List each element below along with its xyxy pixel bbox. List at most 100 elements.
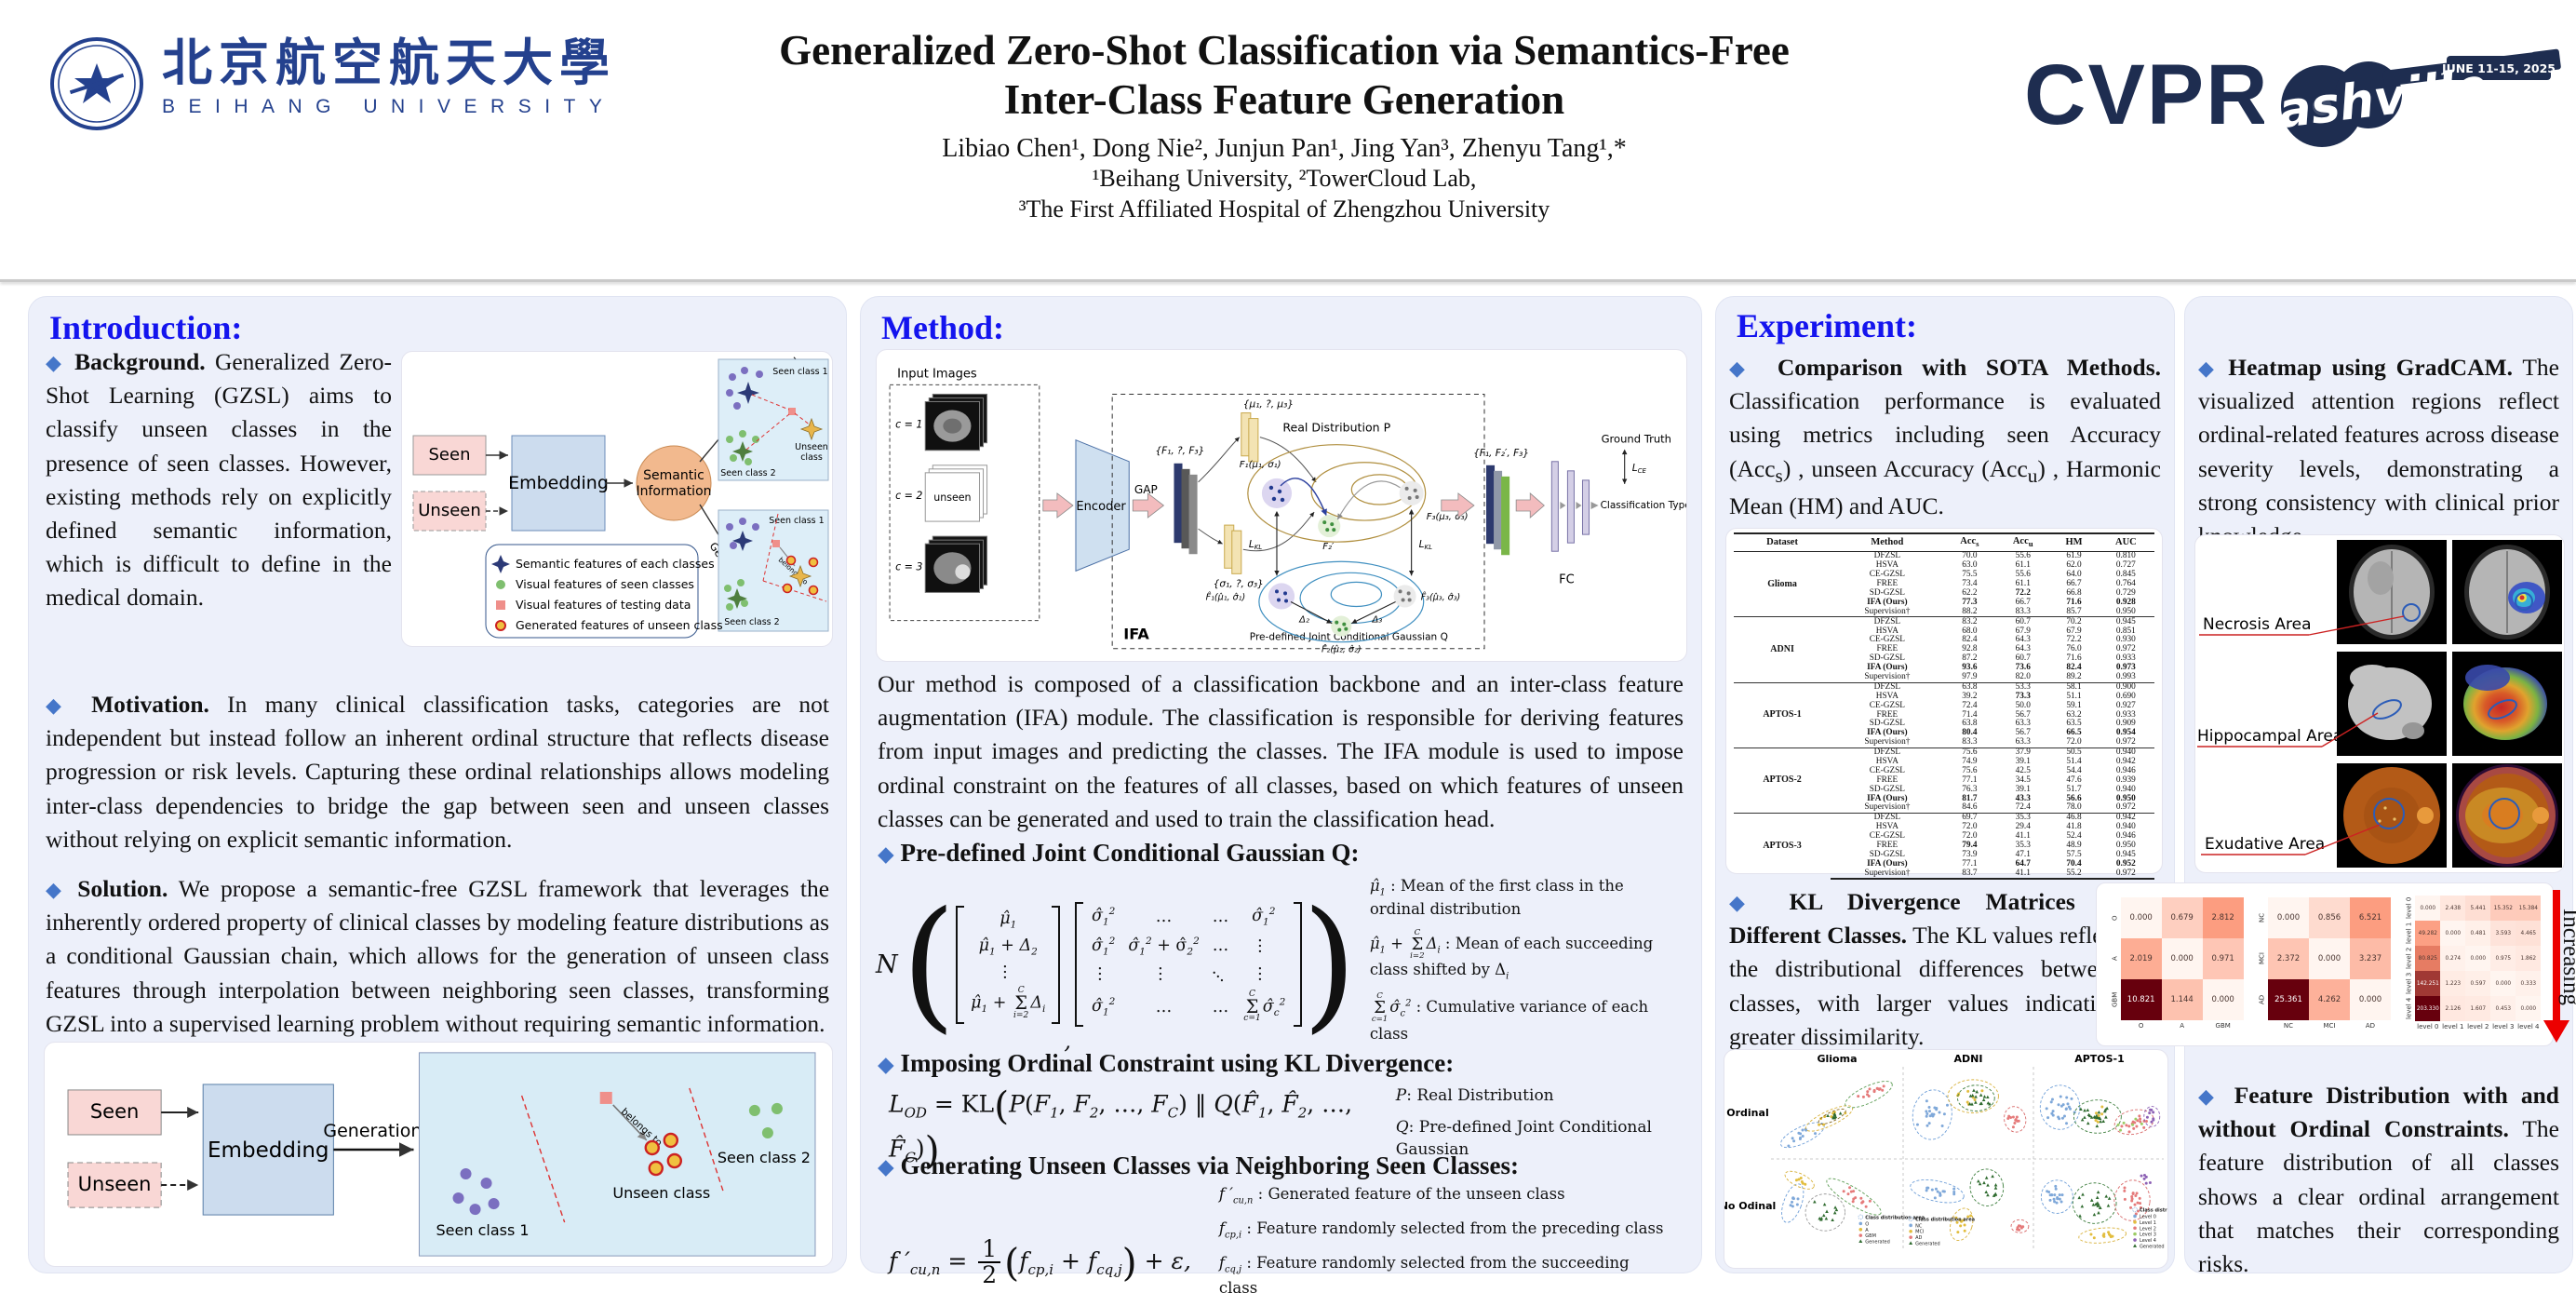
value-cell: 75.5 <box>1962 570 1978 580</box>
value-cell: 0.764 <box>2115 579 2136 589</box>
dots: … <box>1212 997 1229 1017</box>
value-cell: 67.9 <box>2015 626 2031 636</box>
fig1-unseen-class-label1: Unseen <box>795 442 828 452</box>
kl-cell: 15.384 <box>2516 896 2542 921</box>
heatmap-row-label: A <box>2111 956 2119 961</box>
kl-cell: 0.000 <box>2415 896 2441 921</box>
legend-title: Class distribution area <box>1865 1215 1925 1220</box>
fc-bars <box>1550 461 1590 552</box>
value-cell: 0.945 <box>2097 616 2154 627</box>
increasing-label: Increasing <box>2558 908 2576 1006</box>
value-cell: 72.2 <box>2015 587 2031 598</box>
table-row: APTOS-3 DFZSL 69.7 35.3 46.8 0.942 <box>1734 813 2154 880</box>
value-cell: 41.8 <box>2066 822 2082 832</box>
f1-cluster-halo <box>1261 478 1293 509</box>
gen-note: fcq,j : Feature randomly selected from t… <box>1218 1254 1630 1293</box>
generated-unseen-dots <box>644 1132 683 1177</box>
dots: … <box>1155 907 1173 926</box>
scatter-cluster <box>1957 1084 1995 1111</box>
scatter-point <box>1984 1190 1989 1193</box>
value-cell: 50.5 <box>2050 747 2098 758</box>
value-cell: 0.950 <box>2115 841 2136 850</box>
scatter-point <box>1868 1087 1872 1091</box>
scatter-point <box>1822 1123 1826 1126</box>
value-cell: 54.4 <box>2066 765 2082 775</box>
scatter-point <box>1974 1100 1978 1104</box>
legend-marker-icon <box>2133 1214 2137 1219</box>
heatmap-row-label: level 1 <box>2405 922 2413 945</box>
output-bars <box>1486 465 1510 556</box>
cluster-ellipse <box>1818 1108 1846 1125</box>
method-cell: IFA (Ours) <box>1867 793 1908 803</box>
fig-c3-label: c = 3 <box>895 560 922 572</box>
fig1-embedding-label: Embedding <box>508 473 609 493</box>
method-cell: HSVA <box>1875 626 1898 636</box>
method-panel: Method: Input Images c = 1 c = 2 <box>860 296 1702 1293</box>
scatter-point <box>1799 1177 1803 1180</box>
fig-lkl-label-1: LKL <box>1249 539 1262 551</box>
gaussian-notes: μ̂1 : Mean of the first class in the ord… <box>1370 876 1670 1054</box>
value-cell: 77.1 <box>1962 774 1978 785</box>
value-cell: 0.939 <box>2115 774 2136 785</box>
solution-paragraph: ◆ Solution. We propose a semantic-free G… <box>46 872 829 1041</box>
legend-item-4: Generated features of unseen class <box>516 618 723 632</box>
kl-cell: 203.330 <box>2415 996 2441 1021</box>
fig2-seen-label: Seen <box>90 1099 140 1123</box>
gradcam-mri-axial <box>2337 540 2562 644</box>
scatter-point <box>2046 1116 2050 1120</box>
scatter-point <box>2144 1175 2148 1179</box>
cluster-ellipse <box>1947 1079 1999 1113</box>
value-cell: 66.7 <box>2066 579 2082 589</box>
value-cell: 0.972 <box>2115 644 2136 654</box>
fig-d3-label: Δ₃ <box>1371 615 1382 626</box>
scatter-point <box>1791 1205 1794 1208</box>
method-cell: HSVA <box>1875 822 1898 832</box>
value-cell: 0.940 <box>2097 747 2154 758</box>
value-cell: 72.0 <box>2066 737 2082 748</box>
value-cell: 0.909 <box>2115 719 2136 729</box>
fig-sigset-label: {σ₁, ?, σ₃} <box>1214 578 1264 589</box>
scatter-point <box>1984 1176 1989 1179</box>
motivation-text: In many clinical classification tasks, c… <box>46 691 830 853</box>
method-cell: IFA (Ours) <box>1867 858 1908 869</box>
introduction-panel: Introduction: ◆ Background. Generalized … <box>28 296 847 1273</box>
value-cell: 41.1 <box>1995 869 2051 881</box>
scatter-point <box>1973 1098 1977 1102</box>
bullet-icon: ◆ <box>1729 357 1759 381</box>
value-cell: 0.940 <box>2115 784 2136 794</box>
value-cell: 64.0 <box>2066 570 2082 580</box>
kl-cell: 0.333 <box>2516 971 2542 996</box>
method-cell: HSVA <box>1875 560 1898 571</box>
scatter-point <box>1838 1111 1843 1115</box>
scatter-point <box>1928 1110 1932 1113</box>
encoder-block <box>1075 438 1130 572</box>
sota-table-box: Dataset Method Accs Accu HM AUC Glioma DFZSL 70.… <box>1725 528 2163 881</box>
normal-symbol: N <box>876 950 898 979</box>
fig1-p2-seen-class1-label: Seen class 1 <box>769 516 824 526</box>
value-cell: 75.6 <box>1962 765 1978 775</box>
dots: … <box>1254 965 1273 982</box>
method-title: Method: <box>881 309 1004 346</box>
value-cell: 0.946 <box>2115 765 2136 775</box>
table-row: IFA (Ours) 80.4 56.7 66.5 0.954 <box>1734 729 2154 738</box>
scatter-point <box>2056 1197 2059 1201</box>
fig-gap-label: GAP <box>1134 483 1158 496</box>
fig2-unseen-label: Unseen <box>78 1172 152 1195</box>
fig1-unseen-label: Unseen <box>418 501 481 520</box>
value-cell: 61.1 <box>2015 579 2031 589</box>
kl-cell: 0.000 <box>2349 978 2391 1020</box>
table-row: SD-GZSL 63.8 63.3 63.5 0.909 <box>1734 720 2154 729</box>
scatter-point <box>2139 1202 2142 1205</box>
legend-title: Class distribution area <box>2140 1207 2167 1213</box>
kl-cell: 0.000 <box>2440 921 2466 946</box>
f2-cluster-halo <box>1318 515 1341 538</box>
value-cell: 72.2 <box>2066 635 2082 645</box>
method-cell: SD-GZSL <box>1869 653 1905 664</box>
scatter-point <box>2095 1111 2099 1115</box>
sota-table: Dataset Method Accs Accu HM AUC Glioma DFZSL 70.… <box>1734 532 2154 881</box>
kl-cell: 1.144 <box>2161 978 2203 1020</box>
scatter-point <box>1952 1190 1956 1193</box>
value-cell: 73.6 <box>2015 663 2031 673</box>
matrix-cell: … <box>1128 964 1199 983</box>
